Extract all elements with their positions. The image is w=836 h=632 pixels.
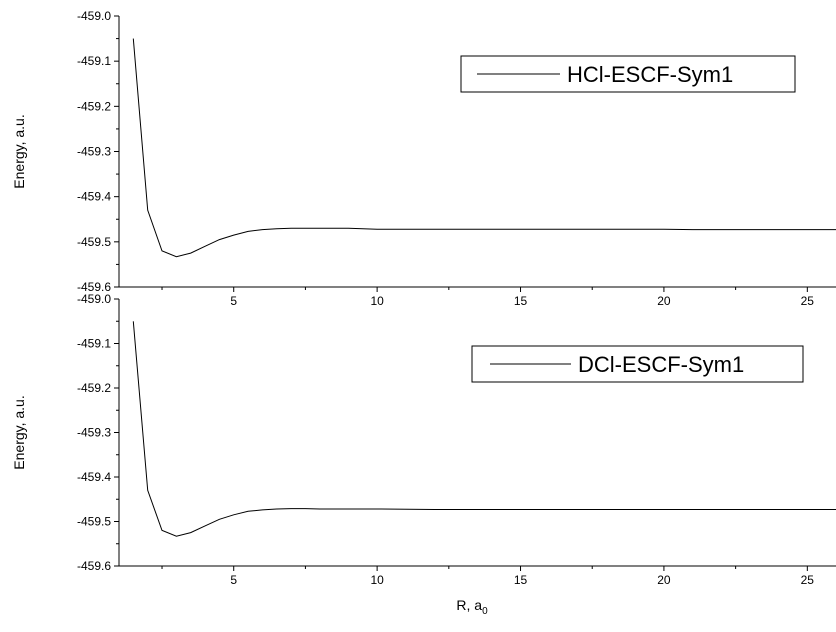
y-axis-title: Energy, a.u. xyxy=(11,114,27,188)
y-axis-title: Energy, a.u. xyxy=(11,395,27,469)
x-tick-label: 5 xyxy=(230,573,237,587)
y-tick-label: -459.1 xyxy=(77,54,111,68)
x-axis-title-subscript: 0 xyxy=(482,606,488,617)
legend-label: HCl-ESCF-Sym1 xyxy=(567,62,733,87)
x-axis-title-main: R, a xyxy=(456,597,482,613)
x-tick-label: 5 xyxy=(230,294,237,308)
legend-label: DCl-ESCF-Sym1 xyxy=(578,352,744,377)
y-tick-label: -459.1 xyxy=(77,337,111,351)
x-axis-title: R, a0 xyxy=(456,597,488,617)
y-tick-label: -459.6 xyxy=(77,280,111,294)
x-tick-label: 25 xyxy=(801,573,815,587)
y-tick-label: -459.0 xyxy=(77,292,111,306)
chart-panel-2: -459.0 -459.1 -459.2 -459.3 -459.4 -459.5 -459… xyxy=(11,292,836,587)
y-tick-label: -459.3 xyxy=(77,426,111,440)
y-tick-label: -459.0 xyxy=(77,9,111,23)
y-tick-label: -459.4 xyxy=(77,190,111,204)
series-line-1 xyxy=(132,38,836,258)
x-tick-label: 20 xyxy=(657,294,671,308)
y-tick-label: -459.2 xyxy=(77,99,111,113)
chart-panel-1: -459.0 -459.1 -459.2 -459.3 -459.4 -459.5 -459… xyxy=(11,9,836,308)
y-tick-label: -459.5 xyxy=(77,235,111,249)
x-tick-label: 25 xyxy=(801,294,815,308)
x-tick-label: 20 xyxy=(657,573,671,587)
x-tick-label: 15 xyxy=(514,294,528,308)
y-tick-label: -459.3 xyxy=(77,145,111,159)
x-tick-label: 10 xyxy=(370,573,384,587)
legend: DCl-ESCF-Sym1 xyxy=(471,345,804,383)
y-tick-label: -459.5 xyxy=(77,515,111,529)
y-tick-label: -459.4 xyxy=(77,470,111,484)
x-tick-label: 15 xyxy=(514,573,528,587)
legend: HCl-ESCF-Sym1 xyxy=(460,55,796,93)
x-tick-label: 10 xyxy=(370,294,384,308)
y-tick-label: -459.6 xyxy=(77,559,111,573)
y-tick-label: -459.2 xyxy=(77,381,111,395)
series-line-1 xyxy=(132,321,836,537)
